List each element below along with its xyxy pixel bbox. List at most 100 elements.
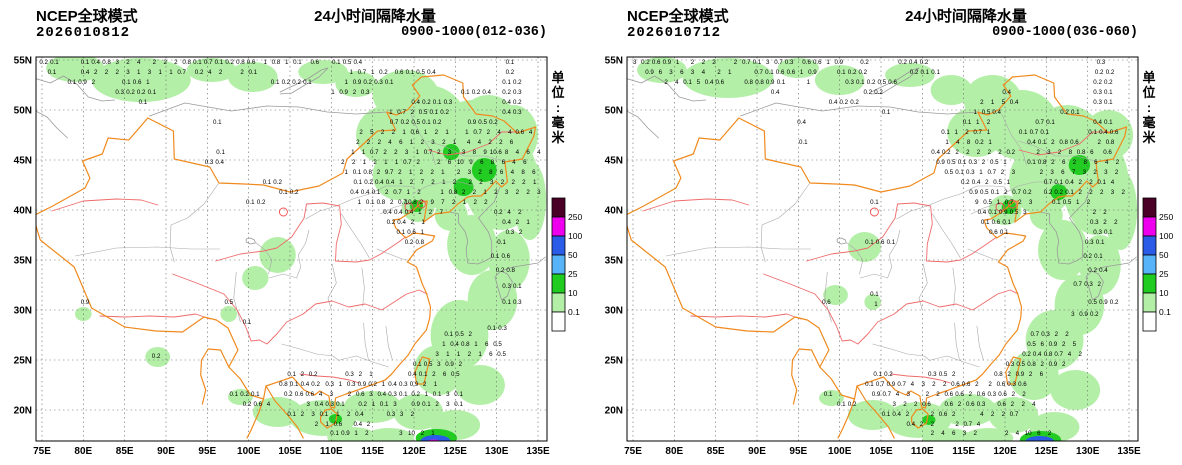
svg-text:2: 2 (1100, 189, 1104, 196)
svg-text:2: 2 (965, 129, 969, 136)
svg-text:0.5: 0.5 (497, 351, 506, 358)
svg-text:0.1: 0.1 (248, 69, 257, 76)
svg-text:0.4: 0.4 (91, 59, 100, 66)
svg-text:0.2: 0.2 (496, 267, 505, 274)
svg-text:0.7: 0.7 (1035, 119, 1044, 126)
svg-text:0.2: 0.2 (874, 89, 883, 96)
svg-text:45N: 45N (14, 156, 32, 167)
svg-text:0.2: 0.2 (1023, 189, 1032, 196)
svg-text:0.3: 0.3 (345, 371, 354, 378)
svg-text:0.1: 0.1 (263, 179, 272, 186)
svg-text:2: 2 (1022, 391, 1026, 398)
svg-text:0.9: 0.9 (808, 69, 817, 76)
svg-text:3: 3 (892, 401, 896, 408)
svg-text:0.1: 0.1 (433, 99, 442, 106)
svg-text:2: 2 (1103, 219, 1107, 226)
svg-text:0.2: 0.2 (850, 99, 859, 106)
svg-text:2: 2 (390, 199, 394, 206)
svg-text:0.6: 0.6 (1018, 381, 1027, 388)
svg-text:0.1: 0.1 (837, 401, 846, 408)
svg-text:0.9: 0.9 (81, 299, 90, 306)
svg-text:0.1: 0.1 (330, 430, 339, 437)
svg-text:0.4: 0.4 (502, 219, 511, 226)
svg-text:0.4: 0.4 (992, 109, 1001, 116)
svg-text:50N: 50N (605, 106, 623, 117)
svg-text:2: 2 (717, 69, 721, 76)
svg-text:0.5: 0.5 (944, 169, 953, 176)
svg-text:1: 1 (800, 69, 804, 76)
svg-text:0.2: 0.2 (273, 179, 282, 186)
svg-text:3: 3 (1047, 149, 1051, 156)
svg-text:0.7: 0.7 (742, 59, 751, 66)
svg-text:4: 4 (511, 169, 515, 176)
svg-text:0.2: 0.2 (1054, 189, 1063, 196)
svg-text:0.3: 0.3 (205, 159, 214, 166)
svg-text:0.5: 0.5 (1010, 209, 1019, 216)
svg-text:9.7: 9.7 (385, 169, 394, 176)
svg-text:0.2: 0.2 (1110, 299, 1119, 306)
svg-text:0.4: 0.4 (502, 99, 511, 106)
svg-text:1: 1 (399, 179, 403, 186)
svg-text:3: 3 (537, 189, 541, 196)
svg-text:1: 1 (945, 139, 949, 146)
svg-text:0.4: 0.4 (355, 411, 364, 418)
svg-text:0.1: 0.1 (287, 371, 296, 378)
svg-text:0.2: 0.2 (898, 59, 907, 66)
svg-text:0.1: 0.1 (139, 99, 148, 106)
svg-text:0.1: 0.1 (1104, 99, 1113, 106)
svg-text:1: 1 (440, 189, 444, 196)
svg-text:4: 4 (267, 401, 271, 408)
svg-text:0.1: 0.1 (765, 69, 774, 76)
svg-text:4: 4 (319, 391, 323, 398)
svg-text:毫: 毫 (1142, 115, 1155, 130)
svg-text:0.4: 0.4 (361, 189, 370, 196)
svg-text:1: 1 (389, 109, 393, 116)
svg-text:0.1: 0.1 (683, 79, 692, 86)
svg-text:0.1: 0.1 (433, 391, 442, 398)
svg-text:2: 2 (163, 59, 167, 66)
svg-text:0.2: 0.2 (839, 99, 848, 106)
svg-text:0.1: 0.1 (837, 69, 846, 76)
svg-text:2: 2 (473, 199, 477, 206)
svg-text:0.1: 0.1 (1038, 139, 1047, 146)
svg-text:1: 1 (441, 169, 445, 176)
svg-text:0.1: 0.1 (824, 391, 833, 398)
svg-text:9: 9 (975, 199, 979, 206)
svg-text:0.1: 0.1 (213, 119, 222, 126)
svg-text:0.3: 0.3 (506, 229, 515, 236)
valid-period-label: 0900-1000(036-060) (992, 25, 1138, 40)
svg-text:2: 2 (94, 69, 98, 76)
svg-text:2: 2 (1002, 411, 1006, 418)
svg-text:0.3: 0.3 (977, 401, 986, 408)
svg-text:2: 2 (702, 59, 706, 66)
svg-text:0.7: 0.7 (973, 129, 982, 136)
svg-text:0.3: 0.3 (387, 411, 396, 418)
svg-text:2: 2 (1001, 169, 1005, 176)
svg-text:0.1: 0.1 (513, 283, 522, 290)
svg-text:0.8: 0.8 (279, 381, 288, 388)
svg-text:4: 4 (956, 139, 960, 146)
svg-text:6: 6 (448, 159, 452, 166)
svg-text:0.1: 0.1 (865, 381, 874, 388)
svg-text:1: 1 (676, 59, 680, 66)
svg-text:2: 2 (385, 189, 389, 196)
svg-text:3: 3 (1012, 169, 1016, 176)
svg-text:2: 2 (973, 430, 977, 437)
svg-text:2: 2 (985, 179, 989, 186)
svg-text:0.1: 0.1 (981, 219, 990, 226)
svg-text:0.1: 0.1 (461, 89, 470, 96)
svg-text:2: 2 (955, 421, 959, 428)
svg-text:1: 1 (169, 69, 173, 76)
svg-text:0.7: 0.7 (403, 159, 412, 166)
svg-text:2: 2 (341, 159, 345, 166)
svg-text:7: 7 (440, 209, 444, 216)
svg-text:0.5: 0.5 (993, 179, 1002, 186)
svg-text:0.1: 0.1 (1019, 129, 1028, 136)
svg-text:0.1: 0.1 (1046, 119, 1055, 126)
svg-text:0.1: 0.1 (1096, 239, 1105, 246)
svg-text:0.3: 0.3 (928, 371, 937, 378)
svg-text:4: 4 (497, 129, 501, 136)
svg-text:55N: 55N (14, 56, 32, 67)
svg-text:0.1: 0.1 (229, 391, 238, 398)
svg-text:0.3: 0.3 (325, 401, 334, 408)
